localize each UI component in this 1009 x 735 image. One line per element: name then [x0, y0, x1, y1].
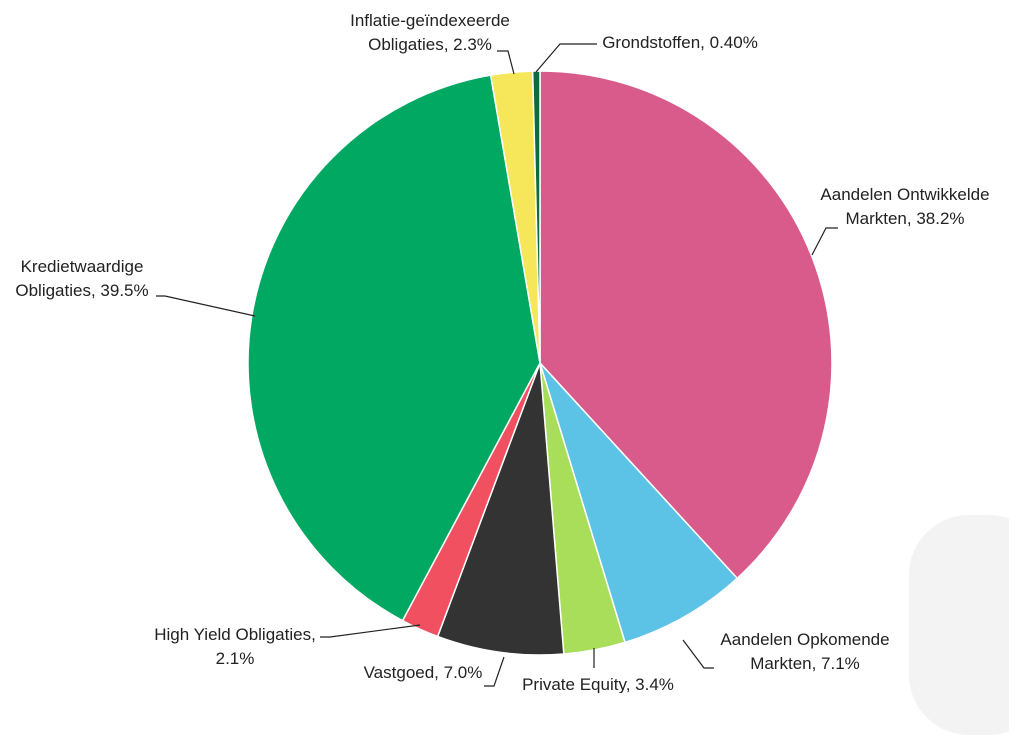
slice-label-line: Private Equity, 3.4% [522, 675, 674, 693]
slice-label-line: Inflatie-geïndexeerde [350, 11, 510, 30]
slice-label-3: Private Equity, 3.4% [522, 675, 674, 693]
pie-slice-1 [539, 70, 833, 580]
slice-label-8: Grondstoffen, 0.40% [602, 33, 758, 52]
slice-label-2: Aandelen Opkomende Markten, 7.1% [720, 630, 889, 673]
slice-label-line: Markten, 7.1% [750, 654, 860, 673]
slice-label-line: Kredietwaardige [21, 257, 144, 276]
slice-label-7: Inflatie-geïndexeerde Obligaties, 2.3% [350, 11, 510, 54]
pie-slice-2 [539, 362, 739, 644]
slice-label-line: High Yield Obligaties, [154, 625, 316, 644]
slice-label-line: Obligaties, 2.3% [368, 35, 492, 54]
slice-label-6: Kredietwaardige Obligaties, 39.5% [15, 257, 148, 300]
slice-label-line: Markten, 38.2% [845, 209, 964, 228]
pie-chart: Aandelen Ontwikkelde Markten, 38.2%Aandel… [15, 11, 989, 693]
leader-line-1 [811, 227, 838, 256]
slice-label-5: High Yield Obligaties, 2.1% [154, 625, 316, 668]
leader-line-8 [535, 43, 597, 73]
leader-line-4 [484, 656, 505, 687]
slice-label-1: Aandelen Ontwikkelde Markten, 38.2% [820, 185, 989, 228]
leader-line-6 [156, 295, 256, 317]
leader-line-7 [497, 50, 515, 75]
slice-label-line: Aandelen Ontwikkelde [820, 185, 989, 204]
slice-label-4: Vastgoed, 7.0% [364, 663, 483, 682]
slice-label-line: Grondstoffen, 0.40% [602, 33, 758, 52]
pie-slice-6 [247, 74, 541, 622]
slice-label-line: Vastgoed, 7.0% [364, 663, 483, 682]
leader-line-5 [320, 624, 421, 638]
slice-label-line: Obligaties, 39.5% [15, 281, 148, 300]
slice-label-line: Aandelen Opkomende [720, 630, 889, 649]
pie-slice-4 [436, 362, 565, 656]
leader-line-2 [682, 639, 714, 669]
slice-label-line: 2.1% [216, 649, 255, 668]
